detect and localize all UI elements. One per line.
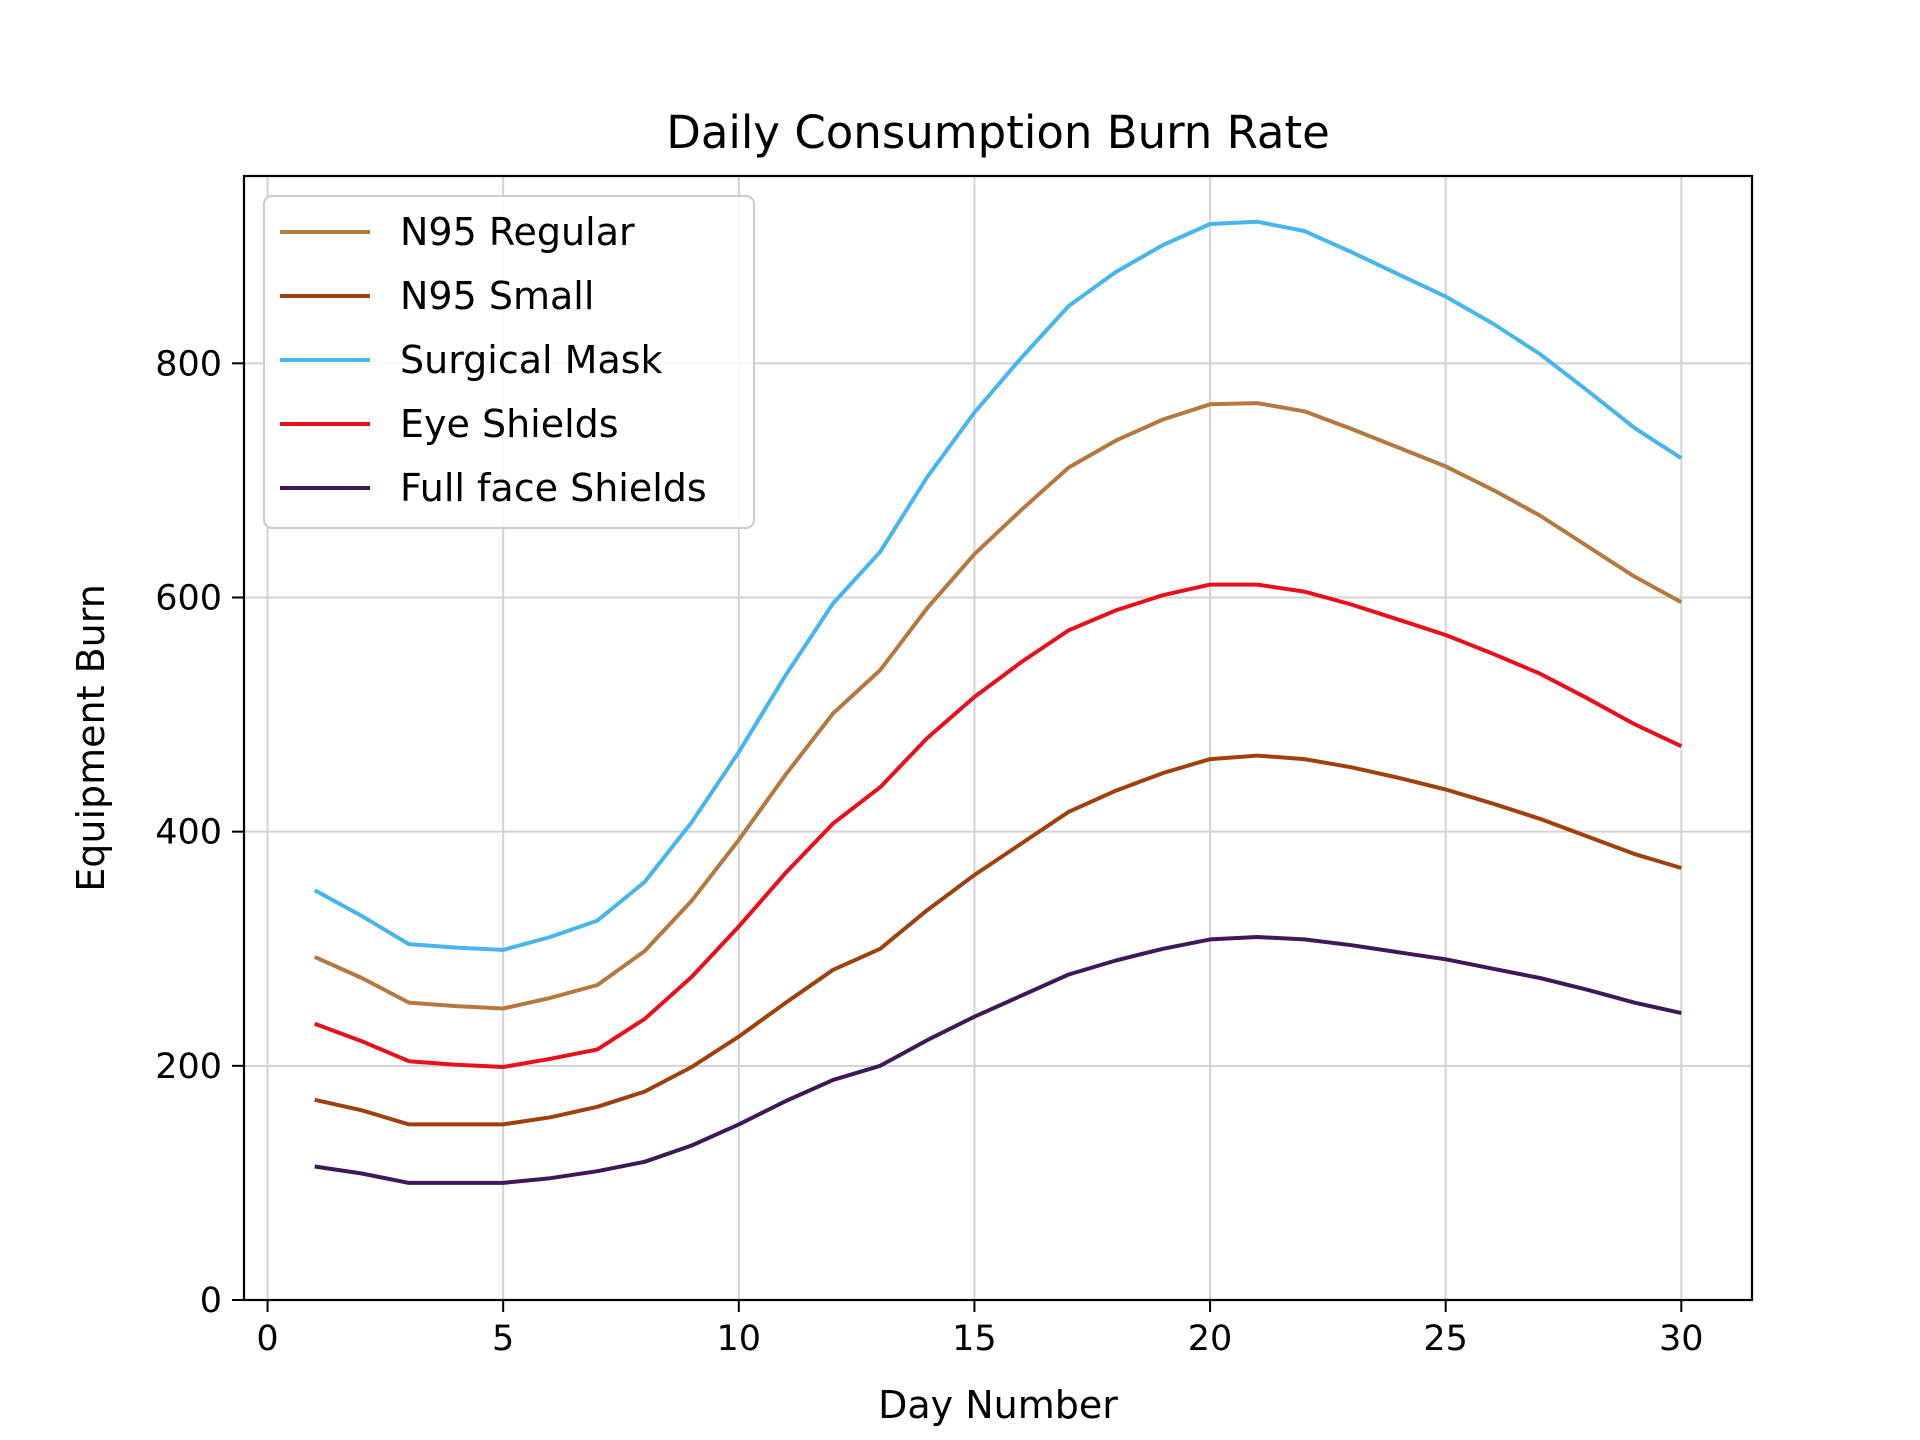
plot-frame: [242, 174, 1754, 1302]
x-tick-label: 15: [952, 1319, 997, 1359]
legend: N95 Regular N95 Small Surgical Mask Eye Shi…: [263, 195, 755, 529]
series-lines: [313, 219, 1683, 1185]
y-tick-label: 600: [155, 579, 222, 619]
x-tick-label: 30: [1659, 1319, 1704, 1359]
y-axis-ticks: 0 200 400 600 800: [155, 344, 244, 1321]
legend-label: N95 Small: [400, 274, 594, 318]
chart-title: Daily Consumption Burn Rate: [666, 106, 1330, 159]
x-tick-label: 20: [1188, 1319, 1233, 1359]
series-line-n95-small: [314, 753, 1682, 1127]
x-axis-ticks: 0 5 10 15 20 25 30: [256, 1300, 1704, 1359]
y-tick-label: 800: [155, 344, 222, 384]
x-axis-label: Day Number: [878, 1383, 1118, 1427]
series-line-eye-shields: [314, 582, 1683, 1069]
legend-label: N95 Regular: [400, 210, 635, 254]
x-tick-label: 25: [1423, 1319, 1468, 1359]
x-tick-label: 5: [492, 1319, 514, 1359]
series-line-surgical-mask: [313, 219, 1683, 952]
legend-box: [263, 195, 755, 529]
series-line-n95-regular: [313, 401, 1683, 1011]
y-tick-label: 400: [155, 813, 222, 853]
y-tick-label: 200: [155, 1047, 222, 1087]
legend-label: Eye Shields: [400, 402, 619, 446]
y-axis-label: Equipment Burn: [69, 584, 113, 892]
x-tick-label: 10: [717, 1319, 762, 1359]
legend-label: Surgical Mask: [400, 338, 663, 382]
y-tick-label: 0: [200, 1281, 222, 1321]
x-tick-label: 0: [256, 1319, 278, 1359]
series-line-full-face-shields: [314, 935, 1682, 1185]
legend-label: Full face Shields: [400, 466, 707, 510]
